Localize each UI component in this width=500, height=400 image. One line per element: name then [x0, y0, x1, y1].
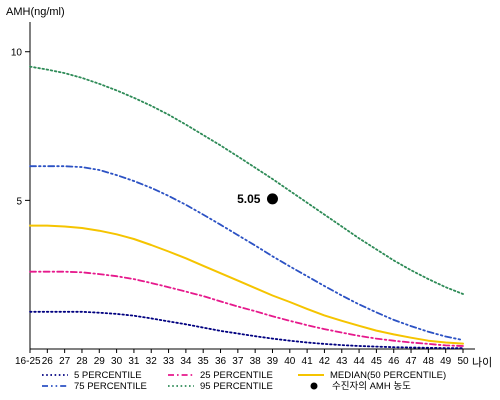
x-tick-label: 32	[146, 356, 158, 367]
x-tick-label: 35	[198, 356, 210, 367]
patient-point	[266, 193, 278, 205]
legend-point-label: 수진자의 AMH 농도	[332, 381, 411, 392]
series-line-75-percentile	[29, 165, 464, 341]
x-tick-label: 46	[388, 356, 400, 367]
x-tick-label: 27	[59, 356, 71, 367]
x-tick-label: 36	[215, 356, 227, 367]
series-line-25-percentile	[29, 270, 464, 347]
x-tick-label: 39	[267, 356, 279, 367]
series-line-median-50-percentile	[29, 224, 464, 345]
y-tick-label: 10	[11, 48, 23, 59]
legend-point-marker	[310, 382, 318, 390]
series-line-5-percentile	[29, 310, 464, 349]
patient-point-label: 5.05	[237, 192, 261, 206]
legend-label: 95 PERCENTILE	[200, 381, 273, 392]
x-tick-label: 43	[336, 356, 348, 367]
x-tick-label: 30	[111, 356, 123, 367]
y-axis-title: AMH(ng/ml)	[6, 6, 65, 18]
x-tick-label: 26	[42, 356, 54, 367]
legend-label: MEDIAN(50 PERCENTILE)	[330, 370, 446, 381]
x-tick-label: 48	[423, 356, 435, 367]
x-tick-label: 44	[354, 356, 366, 367]
x-tick-label: 29	[94, 356, 106, 367]
series-line-95-percentile	[29, 65, 464, 295]
x-tick-label: 37	[232, 356, 244, 367]
x-tick-label: 34	[180, 356, 192, 367]
x-tick-label: 38	[250, 356, 262, 367]
x-tick-label: 49	[440, 356, 452, 367]
legend-label: 25 PERCENTILE	[200, 370, 273, 381]
y-tick-label: 5	[16, 196, 22, 207]
plot-area: 5 10 16-25 26 27 28 29 30 31 32 33 34 35 36 37 38 39 40 41…	[11, 22, 475, 367]
x-tick-label: 47	[405, 356, 417, 367]
x-axis-title: 나이	[472, 356, 492, 369]
x-tick-label: 31	[128, 356, 140, 367]
x-tick-label: 42	[319, 356, 331, 367]
x-tick-label: 16-25	[15, 356, 41, 367]
legend-label: 5 PERCENTILE	[74, 370, 142, 381]
x-tick-label: 41	[302, 356, 314, 367]
x-tick-label: 33	[163, 356, 175, 367]
legend-label: 75 PERCENTILE	[74, 381, 147, 392]
x-tick-label: 40	[284, 356, 296, 367]
legend: 5 PERCENTILE 25 PERCENTILE MEDIAN(50 PERCE…	[42, 370, 446, 392]
x-tick-label: 50	[457, 356, 469, 367]
x-tick-label: 45	[371, 356, 383, 367]
x-tick-label: 28	[76, 356, 88, 367]
